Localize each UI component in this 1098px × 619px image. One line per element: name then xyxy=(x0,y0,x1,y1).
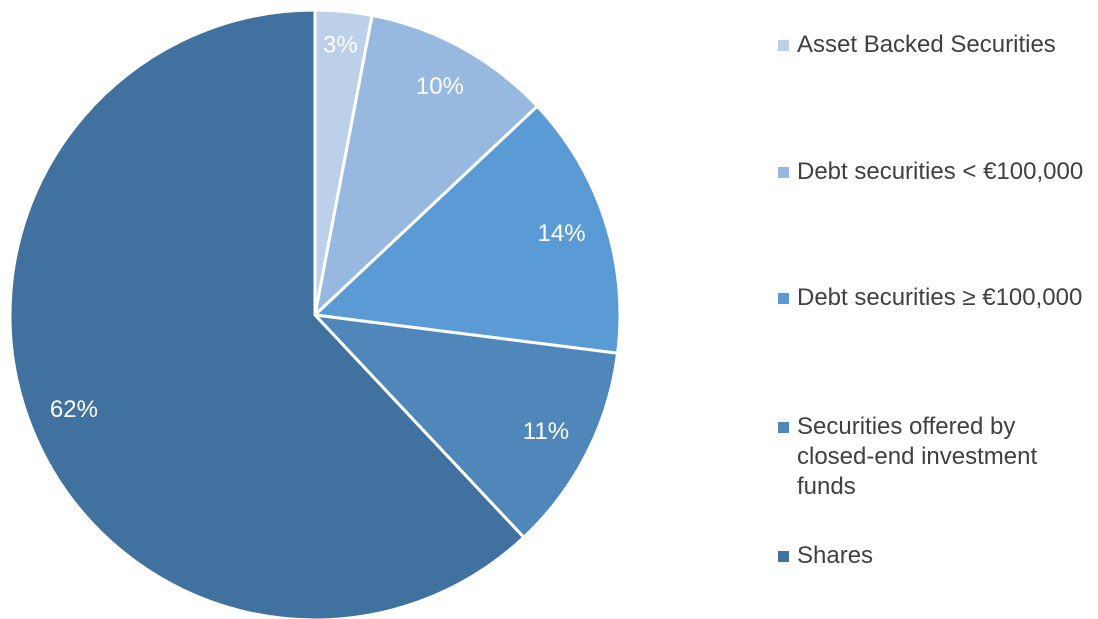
data-label: 3% xyxy=(323,32,358,59)
legend-swatch xyxy=(778,551,789,562)
legend-item: Debt securities ≥ €100,000 xyxy=(778,283,1087,313)
legend-label: Asset Backed Securities xyxy=(797,31,1056,58)
legend-item: Shares xyxy=(778,541,1087,571)
legend-item: Asset Backed Securities xyxy=(778,30,1087,60)
legend-item: Securities offered by closed-end investm… xyxy=(778,412,1087,502)
legend-swatch xyxy=(778,422,789,433)
legend-label: Debt securities < €100,000 xyxy=(797,158,1084,185)
legend-label: Securities offered by closed-end investm… xyxy=(797,413,1038,500)
legend-swatch xyxy=(778,40,789,51)
legend-item: Debt securities < €100,000 xyxy=(778,157,1087,187)
pie-slice xyxy=(312,13,540,320)
data-label: 11% xyxy=(523,418,569,445)
legend: Asset Backed Securities Debt securities <… xyxy=(778,0,1098,619)
data-label: 14% xyxy=(538,220,586,247)
legend-swatch xyxy=(778,167,789,178)
legend-label: Debt securities ≥ €100,000 xyxy=(797,284,1083,311)
pie-area: 3% 10% 14% 11% 62% xyxy=(8,8,622,619)
data-label: 62% xyxy=(50,396,98,423)
data-label: 10% xyxy=(416,73,464,100)
pie-slice xyxy=(311,312,620,540)
pie-slice xyxy=(311,104,622,355)
legend-label: Shares xyxy=(797,542,874,569)
legend-swatch xyxy=(778,293,789,304)
pie-slice xyxy=(8,8,526,619)
